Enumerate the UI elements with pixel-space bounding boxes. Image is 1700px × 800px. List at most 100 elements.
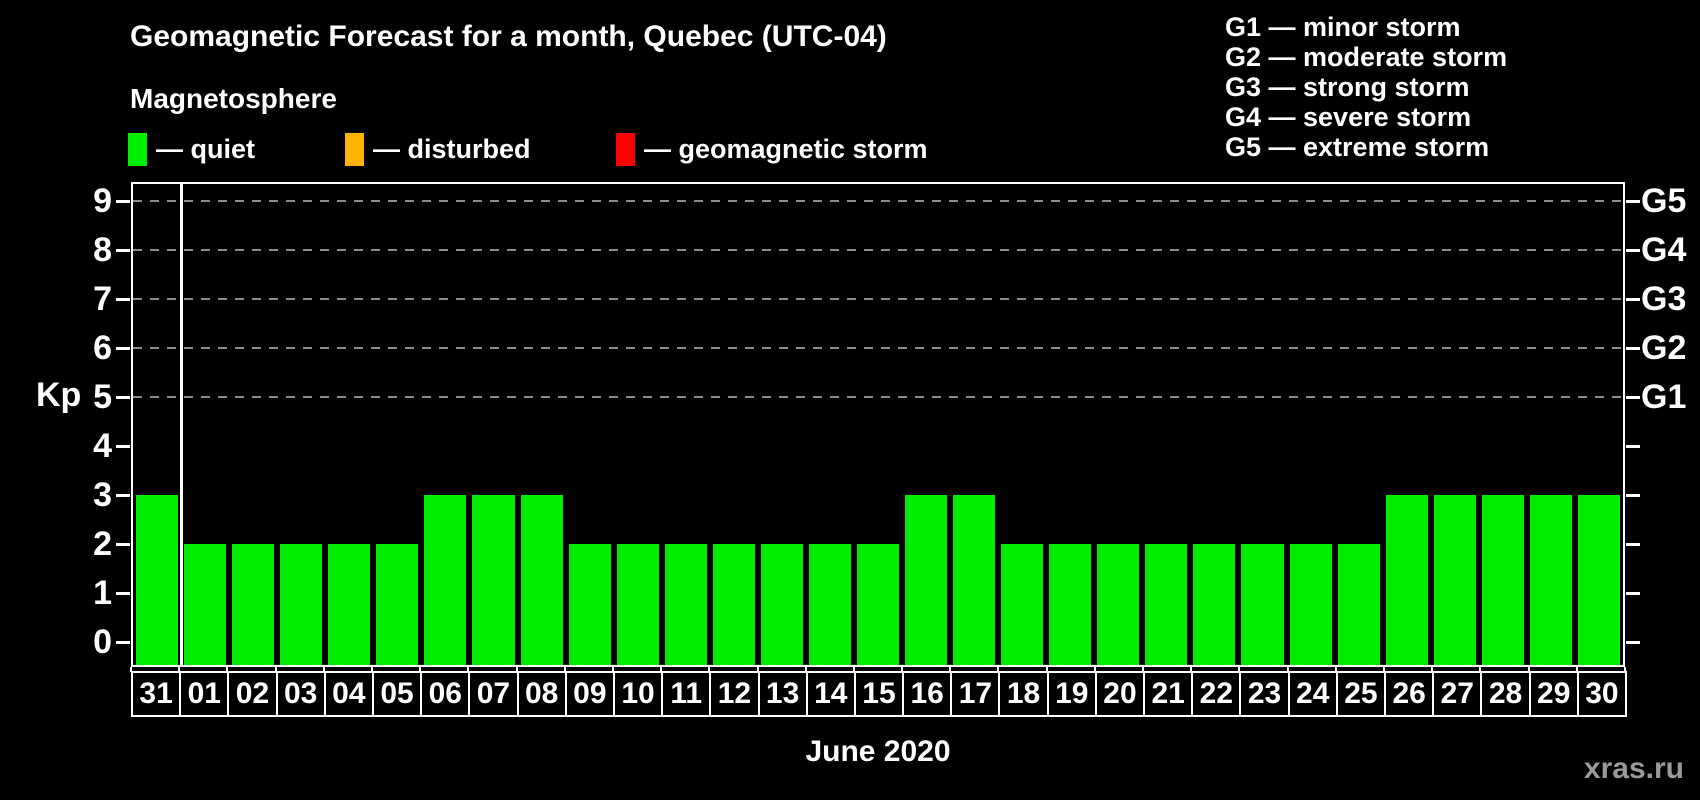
bar-day-12 — [712, 544, 755, 665]
x-boundary-tick-31 — [1624, 667, 1626, 672]
watermark: xras.ru — [1583, 752, 1684, 785]
bar-day-14 — [808, 544, 851, 665]
day-label-04: 04 — [323, 671, 374, 717]
day-label-08: 08 — [516, 671, 567, 717]
day-label-23: 23 — [1239, 671, 1290, 717]
day-label-21: 21 — [1143, 671, 1194, 717]
day-label-06: 06 — [420, 671, 471, 717]
x-boundary-tick-21 — [1142, 667, 1145, 672]
legend-item-disturbed: — disturbed — [345, 132, 531, 166]
chart-title: Geomagnetic Forecast for a month, Quebec… — [130, 20, 887, 53]
g-scale-legend: G1 — minor storm G2 — moderate storm G3 — … — [1225, 12, 1507, 162]
g-legend-line-g3: G3 — strong storm — [1225, 72, 1470, 102]
legend-item-label: — quiet — [156, 133, 255, 164]
gridline-kp7 — [133, 298, 1623, 300]
day-label-30: 30 — [1576, 671, 1627, 717]
y-tick-label-0: 0 — [93, 623, 112, 661]
x-boundary-tick-8 — [515, 667, 518, 672]
y-tick-left-8 — [116, 248, 130, 252]
bar-day-26 — [1385, 495, 1428, 665]
bar-day-20 — [1097, 544, 1140, 665]
x-boundary-tick-11 — [660, 667, 663, 672]
day-label-31: 31 — [131, 671, 182, 717]
gridline-kp5 — [133, 396, 1623, 398]
y-tick-left-1 — [116, 591, 130, 595]
legend-item-geomagnetic-storm: — geomagnetic storm — [616, 132, 928, 166]
x-boundary-tick-17 — [949, 667, 952, 672]
y-tick-label-6: 6 — [93, 329, 112, 367]
y-tick-left-9 — [116, 199, 130, 203]
bar-day-15 — [856, 544, 900, 665]
day-label-26: 26 — [1384, 671, 1435, 717]
x-boundary-tick-5 — [370, 667, 373, 672]
x-boundary-tick-23 — [1238, 667, 1241, 672]
x-boundary-tick-7 — [467, 667, 470, 672]
y-tick-right-2 — [1626, 542, 1640, 546]
y-tick-label-3: 3 — [93, 476, 112, 514]
gridline-kp9 — [133, 200, 1623, 202]
day-label-07: 07 — [468, 671, 519, 717]
day-label-13: 13 — [757, 671, 808, 717]
bar-day-02 — [232, 544, 275, 665]
bar-day-19 — [1049, 544, 1092, 665]
bar-day-13 — [760, 544, 803, 665]
day-label-row: 31 01 02 03 04 05 06 07 08 09 10 11 12 13 14 15 16 17 18 19… — [131, 671, 1627, 717]
legend-item-quiet: — quiet — [128, 132, 255, 166]
y-tick-right-8 — [1626, 248, 1640, 252]
x-boundary-tick-25 — [1334, 667, 1337, 672]
x-boundary-tick-9 — [563, 667, 566, 672]
bar-day-03 — [280, 544, 323, 665]
month-separator-line — [179, 184, 183, 665]
quiet-color-swatch — [128, 132, 147, 166]
g-legend-line-g2: G2 — moderate storm — [1225, 42, 1508, 72]
day-label-25: 25 — [1335, 671, 1387, 717]
day-label-24: 24 — [1287, 671, 1338, 717]
y-tick-left-6 — [116, 346, 130, 350]
x-boundary-tick-24 — [1286, 667, 1289, 672]
day-label-22: 22 — [1191, 671, 1242, 717]
gridline-kp8 — [133, 249, 1623, 251]
day-label-17: 17 — [950, 671, 1001, 717]
y-tick-left-5 — [116, 395, 130, 399]
magnetosphere-subtitle: Magnetosphere — [130, 83, 337, 114]
y-tick-left-0 — [116, 640, 130, 644]
day-label-05: 05 — [371, 671, 423, 717]
x-boundary-tick-19 — [1045, 667, 1048, 672]
bar-day-30 — [1577, 495, 1620, 665]
g-legend-line-g1: G1 — minor storm — [1225, 12, 1461, 42]
x-axis-title: June 2020 — [805, 735, 951, 768]
g-legend-line-g4: G4 — severe storm — [1225, 102, 1472, 132]
bar-day-28 — [1481, 495, 1524, 665]
bar-day-05 — [376, 544, 419, 665]
y-tick-label-5: 5 — [93, 378, 112, 416]
bar-day-16 — [905, 495, 948, 665]
y-tick-label-2: 2 — [93, 525, 112, 563]
y-tick-right-6 — [1626, 346, 1640, 350]
x-boundary-tick-4 — [322, 667, 325, 672]
bar-day-22 — [1193, 544, 1236, 665]
y-axis-title: Kp — [36, 376, 82, 414]
x-boundary-tick-30 — [1575, 667, 1578, 672]
g-axis-label-g3: G3 — [1641, 280, 1687, 318]
day-label-10: 10 — [612, 671, 664, 717]
g-axis-label-g4: G4 — [1641, 231, 1687, 269]
day-label-29: 29 — [1528, 671, 1579, 717]
bar-day-01 — [184, 544, 227, 665]
plot-area — [131, 182, 1625, 667]
day-label-16: 16 — [902, 671, 953, 717]
x-boundary-tick-12 — [708, 667, 711, 672]
y-tick-right-1 — [1626, 591, 1640, 595]
bar-day-18 — [1001, 544, 1044, 665]
x-boundary-tick-15 — [852, 667, 855, 672]
bar-day-06 — [424, 495, 467, 665]
bar-day-09 — [568, 544, 611, 665]
x-boundary-tick-22 — [1190, 667, 1193, 672]
bar-day-27 — [1433, 495, 1476, 665]
g-axis-label-g5: G5 — [1641, 182, 1687, 220]
y-tick-left-3 — [116, 493, 130, 497]
bar-day-17 — [953, 495, 996, 665]
y-tick-label-9: 9 — [93, 182, 112, 220]
y-tick-label-4: 4 — [93, 427, 112, 465]
y-tick-label-1: 1 — [93, 574, 112, 612]
